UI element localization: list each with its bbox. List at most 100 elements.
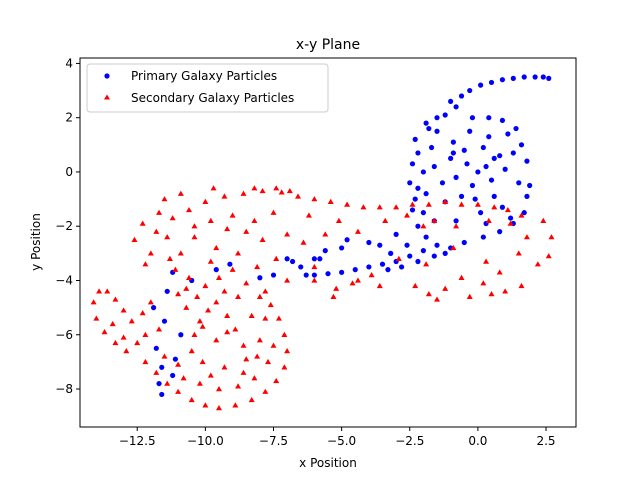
chart-title: x-y Plane [296, 37, 360, 53]
secondary-point [123, 348, 130, 354]
primary-point [366, 264, 372, 270]
secondary-point [194, 293, 201, 299]
primary-point [398, 264, 405, 270]
secondary-point [254, 263, 261, 270]
secondary-point [120, 334, 127, 340]
primary-point [505, 131, 511, 137]
primary-point [431, 253, 437, 259]
primary-point [420, 210, 426, 216]
primary-point [518, 142, 525, 148]
secondary-point [259, 236, 266, 242]
secondary-point [112, 339, 119, 346]
secondary-point [96, 288, 103, 294]
y-tick-label: −6 [55, 328, 73, 342]
secondary-point [183, 285, 190, 291]
secondary-point [164, 380, 171, 386]
secondary-point [243, 228, 250, 234]
secondary-point [229, 212, 236, 218]
primary-point [442, 112, 448, 118]
primary-point [164, 288, 170, 294]
secondary-point [213, 299, 220, 305]
secondary-point [273, 185, 280, 191]
secondary-point [453, 223, 460, 229]
primary-point [426, 125, 432, 132]
primary-point [172, 356, 178, 362]
primary-point [393, 231, 399, 237]
secondary-point [300, 239, 307, 245]
secondary-point [491, 204, 498, 210]
secondary-point [224, 329, 231, 335]
plot-frame [79, 57, 577, 428]
secondary-point [284, 277, 291, 283]
secondary-point [534, 261, 541, 267]
secondary-point [548, 234, 555, 240]
y-tick-label: −4 [55, 273, 73, 287]
primary-point [170, 372, 176, 379]
secondary-point [240, 369, 247, 375]
secondary-point [147, 299, 154, 305]
y-axis-label: y Position [29, 213, 43, 271]
secondary-point [207, 217, 214, 223]
secondary-point [175, 388, 182, 394]
secondary-point [256, 293, 263, 299]
primary-point [409, 207, 416, 213]
primary-point [478, 210, 484, 216]
primary-point [311, 272, 317, 278]
primary-point [420, 169, 426, 175]
secondary-point [284, 231, 291, 237]
secondary-point [142, 358, 149, 365]
y-tick-label: 0 [65, 165, 73, 179]
secondary-point [153, 369, 160, 375]
secondary-point [254, 353, 261, 359]
secondary-point [278, 189, 285, 195]
secondary-point [311, 263, 318, 270]
secondary-point [409, 201, 416, 207]
primary-point [499, 117, 506, 124]
primary-point [491, 155, 497, 161]
secondary-point [147, 250, 154, 256]
secondary-point [466, 293, 473, 299]
secondary-point [262, 315, 269, 321]
legend-marker-secondary [104, 94, 110, 100]
secondary-point [518, 282, 525, 289]
x-tick-label: −7.5 [259, 434, 288, 448]
primary-point [532, 74, 538, 80]
primary-point [423, 191, 429, 197]
primary-point [344, 237, 350, 243]
secondary-point [262, 388, 269, 394]
secondary-point [215, 274, 222, 280]
secondary-point [134, 339, 141, 346]
x-axis-ticks: −12.5 −10.0 −7.5 −5.0 −2.5 0.0 2.5 [119, 427, 556, 448]
secondary-point [191, 223, 198, 229]
primary-point [464, 161, 470, 167]
primary-point [404, 242, 410, 248]
secondary-point [109, 320, 116, 327]
secondary-point [186, 274, 193, 280]
secondary-point [295, 193, 302, 199]
primary-point [453, 104, 459, 110]
secondary-point [175, 361, 182, 367]
secondary-point [442, 285, 449, 291]
secondary-point [243, 356, 250, 362]
primary-point [161, 318, 168, 324]
primary-point [322, 248, 328, 254]
secondary-point [177, 250, 184, 256]
primary-point [483, 163, 489, 170]
primary-point [325, 271, 331, 277]
primary-point [270, 272, 277, 278]
secondary-point [207, 372, 214, 378]
secondary-point [232, 402, 239, 408]
secondary-point [183, 304, 190, 310]
secondary-point [335, 217, 342, 223]
primary-point [546, 75, 552, 81]
secondary-point [199, 323, 206, 329]
secondary-point [330, 293, 337, 299]
primary-point [516, 180, 522, 186]
primary-point [317, 256, 323, 262]
primary-point [159, 391, 165, 398]
primary-point [420, 248, 426, 254]
primary-point [153, 345, 159, 351]
primary-point [213, 267, 219, 273]
primary-point [379, 261, 386, 267]
primary-point [513, 125, 519, 132]
